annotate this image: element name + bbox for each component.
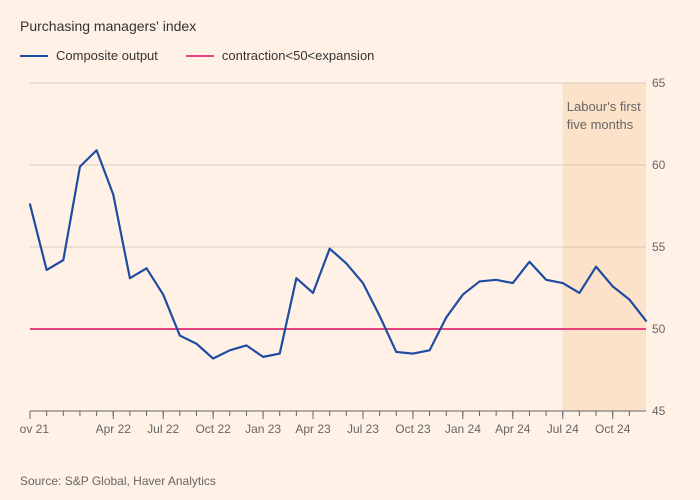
legend-label: contraction<50<expansion bbox=[222, 48, 375, 63]
pmi-chart: Purchasing managers' index Composite out… bbox=[0, 0, 700, 500]
x-tick-label: Oct 22 bbox=[195, 422, 231, 436]
y-tick-label: 45 bbox=[652, 404, 666, 418]
x-tick-label: Jan 24 bbox=[445, 422, 481, 436]
x-tick-label: Jan 23 bbox=[245, 422, 281, 436]
x-tick-label: Apr 23 bbox=[295, 422, 331, 436]
annotation-line2: five months bbox=[567, 117, 634, 132]
y-tick-label: 65 bbox=[652, 76, 666, 90]
y-tick-label: 50 bbox=[652, 322, 666, 336]
legend: Composite output contraction<50<expansio… bbox=[20, 48, 680, 63]
x-tick-label: Nov 21 bbox=[20, 422, 49, 436]
legend-swatch-threshold bbox=[186, 55, 214, 57]
plot-area: 45 50 55 60 65 Nov 21 Apr 22 Jul 22 Oct 22 Jan 23… bbox=[20, 75, 680, 464]
legend-item-composite: Composite output bbox=[20, 48, 158, 63]
x-tick-label: Oct 23 bbox=[395, 422, 431, 436]
annotation-line1: Labour's first bbox=[567, 99, 641, 114]
legend-item-threshold: contraction<50<expansion bbox=[186, 48, 375, 63]
source-text: Source: S&P Global, Haver Analytics bbox=[20, 474, 680, 488]
composite-output-line bbox=[30, 150, 646, 358]
x-tick-label: Oct 24 bbox=[595, 422, 631, 436]
y-tick-label: 60 bbox=[652, 158, 666, 172]
x-tick-label: Jul 23 bbox=[347, 422, 379, 436]
x-tick-label: Apr 24 bbox=[495, 422, 531, 436]
chart-svg: 45 50 55 60 65 Nov 21 Apr 22 Jul 22 Oct 22 Jan 23… bbox=[20, 75, 680, 445]
x-tick-label: Jul 22 bbox=[147, 422, 179, 436]
legend-swatch-composite bbox=[20, 55, 48, 57]
x-tick-label: Apr 22 bbox=[96, 422, 132, 436]
legend-label: Composite output bbox=[56, 48, 158, 63]
y-tick-label: 55 bbox=[652, 240, 666, 254]
x-tick-label: Jul 24 bbox=[547, 422, 579, 436]
chart-subtitle: Purchasing managers' index bbox=[20, 18, 680, 34]
